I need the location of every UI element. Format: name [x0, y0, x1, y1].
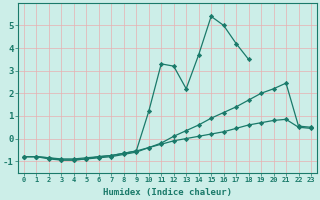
X-axis label: Humidex (Indice chaleur): Humidex (Indice chaleur): [103, 188, 232, 197]
